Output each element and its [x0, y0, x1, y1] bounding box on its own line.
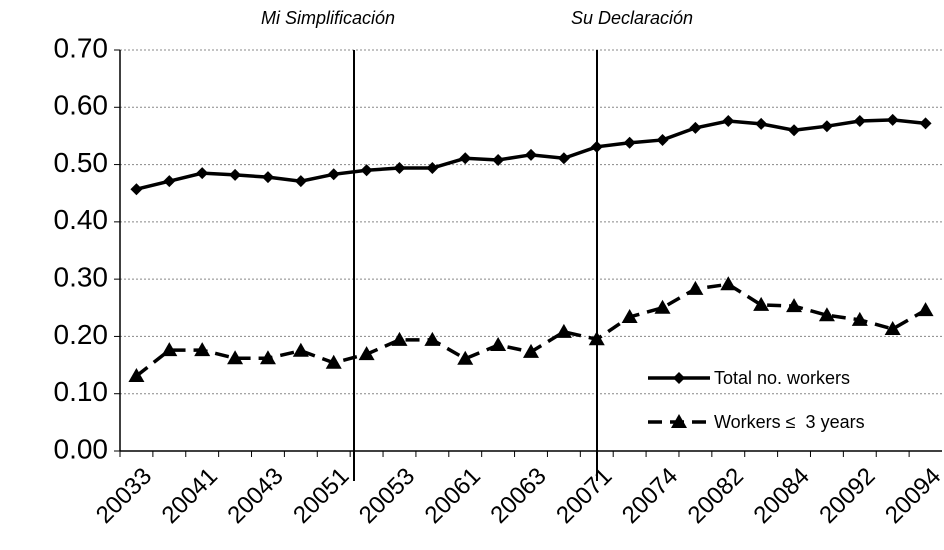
- legend-marker: [671, 414, 687, 428]
- x-tick-label: 20051: [288, 463, 354, 529]
- data-point: [393, 162, 406, 175]
- data-point: [753, 296, 770, 311]
- data-point: [788, 124, 801, 137]
- data-point: [490, 337, 507, 352]
- x-tick-label: 20061: [420, 463, 486, 529]
- data-point: [327, 168, 340, 181]
- data-point: [886, 113, 899, 126]
- data-point: [227, 350, 244, 365]
- y-tick-label: 0.60: [54, 90, 109, 121]
- data-point: [820, 120, 833, 133]
- data-point: [851, 311, 868, 326]
- x-tick-label: 20092: [814, 463, 880, 529]
- data-point: [459, 152, 472, 165]
- data-point: [194, 342, 211, 357]
- x-tick-label: 20082: [683, 463, 749, 529]
- data-point: [128, 367, 145, 382]
- y-tick-label: 0.50: [54, 147, 109, 178]
- y-tick-label: 0.30: [54, 262, 109, 293]
- series-line: [135, 282, 927, 378]
- legend-marker: [673, 372, 685, 384]
- data-point: [325, 354, 342, 369]
- data-point: [557, 152, 570, 165]
- data-point: [689, 121, 702, 134]
- y-tick-label: 0.20: [54, 319, 109, 350]
- x-tick-label: 20074: [617, 463, 683, 529]
- data-point: [358, 346, 375, 361]
- data-point: [621, 308, 638, 323]
- annotation: Su Declaración: [571, 8, 693, 28]
- data-point: [424, 331, 441, 346]
- data-point: [853, 115, 866, 128]
- data-point: [259, 350, 276, 365]
- data-point: [196, 167, 209, 180]
- x-tick-label: 20041: [157, 463, 223, 529]
- legend-label: Workers ≤ 3 years: [714, 412, 865, 432]
- data-point: [161, 342, 178, 357]
- x-tick-label: 20053: [354, 463, 420, 529]
- data-point: [590, 140, 603, 153]
- data-point: [786, 298, 803, 313]
- data-point: [919, 117, 932, 130]
- x-tick-label: 20033: [91, 463, 157, 529]
- annotation: Mi Simplificación: [261, 8, 395, 28]
- y-tick-label: 0.70: [54, 32, 109, 63]
- data-point: [720, 276, 737, 291]
- data-point: [261, 171, 274, 184]
- data-point: [523, 343, 539, 358]
- data-point: [917, 302, 934, 317]
- data-point: [656, 133, 669, 146]
- data-point: [722, 115, 735, 128]
- legend-label: Total no. workers: [714, 368, 850, 388]
- data-point: [130, 183, 143, 196]
- data-point: [163, 175, 176, 188]
- data-point: [360, 164, 373, 177]
- x-tick-label: 20043: [222, 463, 288, 529]
- data-point: [588, 331, 605, 346]
- data-point: [884, 320, 901, 335]
- x-tick-label: 20063: [485, 463, 551, 529]
- data-point: [555, 323, 572, 338]
- y-tick-label: 0.10: [54, 376, 109, 407]
- x-tick-label: 20071: [551, 463, 617, 529]
- data-point: [391, 331, 408, 346]
- data-point: [687, 280, 704, 295]
- data-point: [294, 175, 307, 188]
- x-tick-label: 20084: [748, 463, 814, 529]
- data-point: [818, 307, 835, 322]
- y-tick-label: 0.40: [54, 204, 109, 235]
- data-point: [229, 168, 242, 181]
- data-point: [292, 342, 309, 357]
- data-point: [623, 136, 636, 149]
- data-point: [755, 117, 768, 130]
- x-tick-label: 20094: [880, 463, 944, 529]
- data-point: [492, 153, 505, 166]
- y-tick-label: 0.00: [54, 433, 109, 464]
- data-point: [457, 350, 474, 365]
- data-point: [525, 148, 537, 161]
- data-point: [426, 162, 439, 175]
- data-point: [654, 299, 671, 314]
